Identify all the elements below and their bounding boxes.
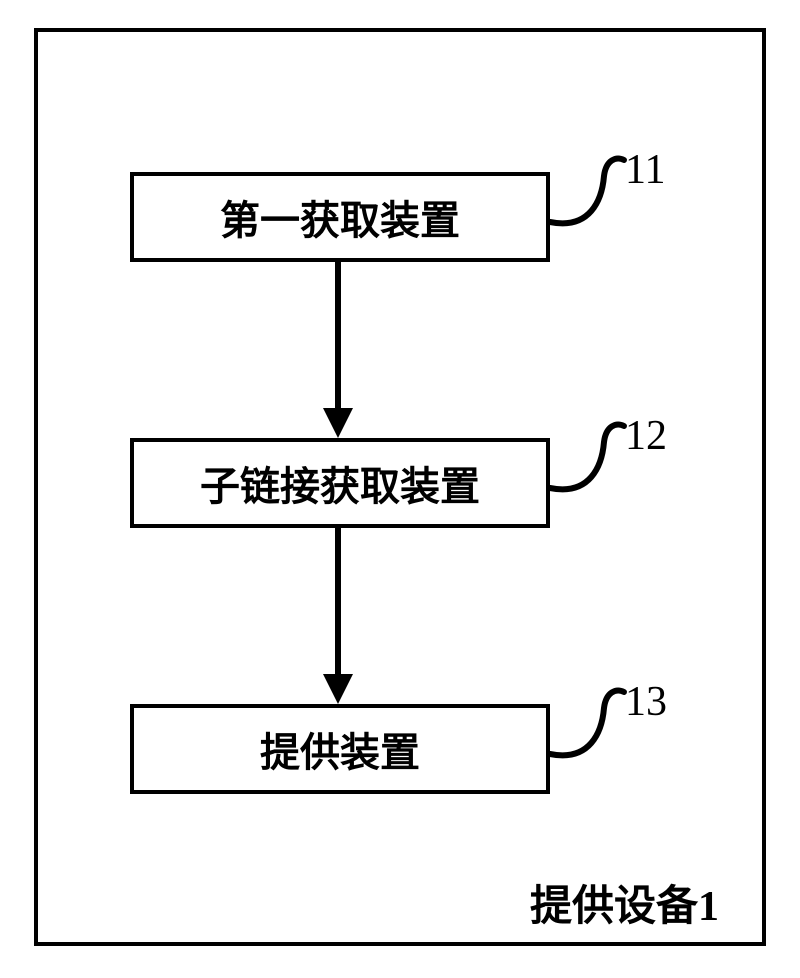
- node-n3: 提供装置: [130, 704, 550, 794]
- node-number-n1: 11: [625, 146, 665, 194]
- node-n2: 子链接获取装置: [130, 438, 550, 528]
- edge-n1-n2: [318, 260, 358, 440]
- node-n1: 第一获取装置: [130, 172, 550, 262]
- diagram-canvas: 第一获取装置 11 子链接获取装置 12 提供装置 13 提供设备1: [0, 0, 800, 978]
- diagram-caption: 提供设备1: [530, 872, 719, 933]
- node-label: 提供装置: [260, 720, 420, 778]
- node-number-n2: 12: [625, 412, 667, 460]
- edge-n2-n3: [318, 526, 358, 706]
- node-label: 第一获取装置: [220, 188, 460, 246]
- node-number-n3: 13: [625, 678, 667, 726]
- node-label: 子链接获取装置: [200, 454, 480, 512]
